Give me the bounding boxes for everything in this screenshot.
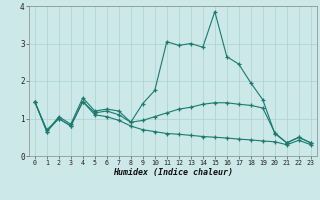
X-axis label: Humidex (Indice chaleur): Humidex (Indice chaleur): [113, 168, 233, 177]
